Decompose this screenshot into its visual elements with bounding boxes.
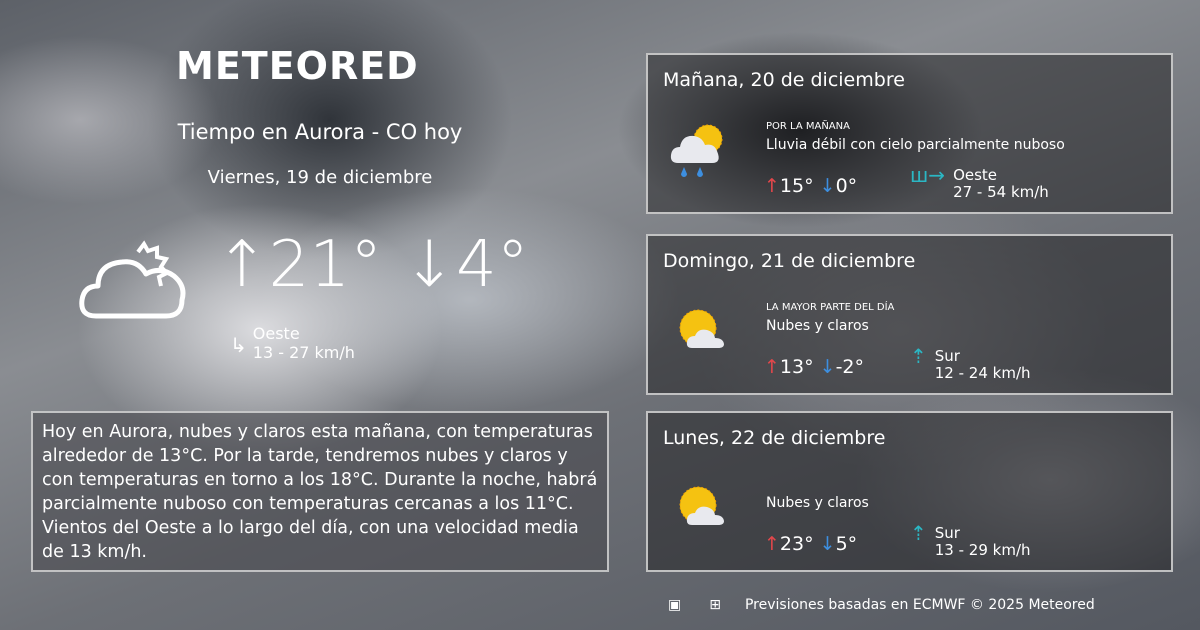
max-temp: 13° <box>779 356 814 378</box>
wind-speed: 12 - 24 km/h <box>934 364 1031 382</box>
forecast-condition: Nubes y claros <box>766 318 869 334</box>
wind-south-icon: ⇡ <box>910 521 927 545</box>
forecast-wind: ⇡ Sur 13 - 29 km/h <box>910 521 1031 559</box>
wind-direction: Sur <box>934 347 960 365</box>
min-temp: -2° <box>835 356 865 378</box>
today-temperatures: ↑21° ↓4° <box>215 228 529 302</box>
current-date: Viernes, 19 de diciembre <box>207 167 433 188</box>
meteored-logo[interactable]: METEORED <box>176 44 419 88</box>
rain-sun-cloud-icon <box>670 124 723 177</box>
wind-west-icon: ш→ <box>910 163 946 187</box>
wind-south-icon: ⇡ <box>910 344 927 368</box>
cloud-sun-outline-icon <box>79 240 186 319</box>
max-temp: 15° <box>779 175 814 197</box>
min-temp: 5° <box>835 533 858 555</box>
forecast-condition: Lluvia débil con cielo parcialmente nubo… <box>766 137 1065 153</box>
wind-speed: 13 - 29 km/h <box>934 541 1031 559</box>
forecast-title: Mañana, 20 de diciembre <box>663 69 905 91</box>
wind-speed: 27 - 54 km/h <box>953 183 1049 201</box>
forecast-card[interactable]: Lunes, 22 de diciembre Nubes y claros ↑2… <box>646 411 1173 572</box>
sun-cloud-icon <box>679 486 724 525</box>
forecast-period: LA MAYOR PARTE DEL DÍA <box>766 302 895 313</box>
page-title: Tiempo en Aurora - CO hoy <box>177 120 463 144</box>
forecast-card[interactable]: Mañana, 20 de diciembre POR LA MAÑANA Ll… <box>646 53 1173 214</box>
wind-direction: Oeste <box>252 324 300 343</box>
forecast-title: Lunes, 22 de diciembre <box>663 427 886 449</box>
forecast-period: POR LA MAÑANA <box>766 121 850 132</box>
footer-text: Previsiones basadas en ECMWF © 2025 Mete… <box>744 597 1095 613</box>
daily-summary: Hoy en Aurora, nubes y claros esta mañan… <box>31 411 609 572</box>
forecast-wind: ш→ Oeste 27 - 54 km/h <box>910 163 1049 201</box>
forecast-temps: ↑13° ↓-2° <box>764 356 865 378</box>
forecast-condition: Nubes y claros <box>766 495 869 511</box>
today-min: 4° <box>456 228 529 302</box>
forecast-temps: ↑23° ↓5° <box>764 533 858 555</box>
android-icon[interactable]: ▣ <box>668 597 682 613</box>
today-max: 21° <box>268 228 383 302</box>
wind-direction: Oeste <box>953 166 998 184</box>
windows-icon[interactable]: ⊞ <box>709 597 721 613</box>
min-temp: 0° <box>835 175 858 197</box>
wind-arrow-icon: ↳ <box>230 333 247 357</box>
footer: ▣ ⊞ Previsiones basadas en ECMWF © 2025 … <box>668 597 1095 613</box>
today-wind: ↳ Oeste 13 - 27 km/h <box>230 324 355 362</box>
sun-cloud-icon <box>679 309 724 348</box>
forecast-title: Domingo, 21 de diciembre <box>663 250 916 272</box>
max-temp: 23° <box>779 533 814 555</box>
wind-speed: 13 - 27 km/h <box>252 343 355 362</box>
forecast-wind: ⇡ Sur 12 - 24 km/h <box>910 344 1031 382</box>
wind-direction: Sur <box>934 524 960 542</box>
forecast-card[interactable]: Domingo, 21 de diciembre LA MAYOR PARTE … <box>646 234 1173 395</box>
forecast-temps: ↑15° ↓0° <box>764 175 858 197</box>
